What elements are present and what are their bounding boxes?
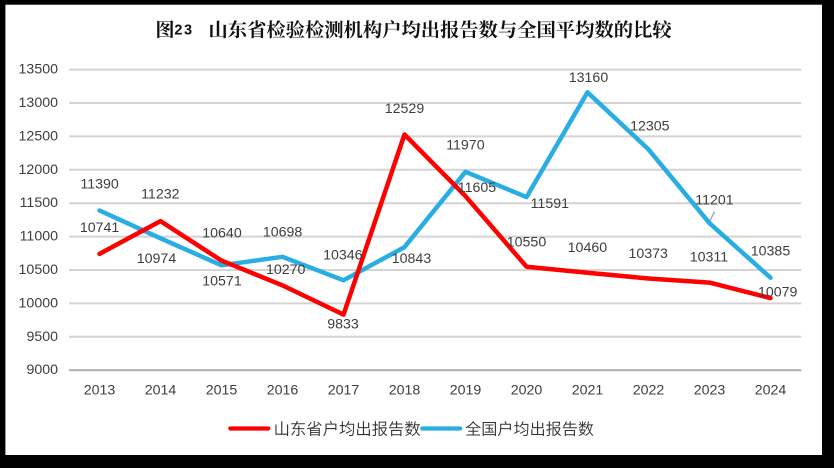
svg-text:23: 23 <box>174 23 193 39</box>
svg-text:9000: 9000 <box>26 362 58 378</box>
svg-text:10346: 10346 <box>323 247 363 263</box>
svg-text:10311: 10311 <box>690 250 729 266</box>
svg-text:10000: 10000 <box>19 295 59 311</box>
svg-text:10698: 10698 <box>263 225 303 241</box>
svg-text:10741: 10741 <box>80 220 120 236</box>
svg-text:2018: 2018 <box>389 383 421 399</box>
svg-text:13160: 13160 <box>569 70 609 86</box>
svg-text:10385: 10385 <box>751 243 791 259</box>
svg-text:2024: 2024 <box>755 383 787 399</box>
svg-text:10270: 10270 <box>266 262 306 278</box>
svg-text:12305: 12305 <box>630 118 670 134</box>
svg-text:13500: 13500 <box>19 62 59 78</box>
svg-text:10974: 10974 <box>137 251 177 267</box>
svg-text:2021: 2021 <box>572 383 604 399</box>
svg-text:11500: 11500 <box>20 195 59 211</box>
svg-text:2022: 2022 <box>633 383 665 399</box>
svg-text:2023: 2023 <box>694 383 726 399</box>
svg-text:9833: 9833 <box>327 317 359 333</box>
svg-text:11000: 11000 <box>20 229 59 245</box>
svg-text:2019: 2019 <box>450 383 482 399</box>
svg-text:10550: 10550 <box>507 234 547 250</box>
svg-text:2020: 2020 <box>511 383 543 399</box>
svg-text:13000: 13000 <box>19 95 59 111</box>
svg-text:10640: 10640 <box>202 226 242 242</box>
svg-text:11201: 11201 <box>695 193 734 209</box>
svg-text:2015: 2015 <box>206 383 238 399</box>
svg-text:10500: 10500 <box>19 262 59 278</box>
svg-text:10373: 10373 <box>628 246 668 262</box>
svg-text:11591: 11591 <box>531 196 570 212</box>
svg-text:2013: 2013 <box>84 383 116 399</box>
svg-text:10843: 10843 <box>392 251 432 267</box>
svg-text:12500: 12500 <box>19 128 59 144</box>
svg-text:2016: 2016 <box>267 383 299 399</box>
svg-text:2014: 2014 <box>145 383 177 399</box>
svg-text:10079: 10079 <box>758 285 798 301</box>
svg-text:11605: 11605 <box>458 180 497 196</box>
svg-text:11970: 11970 <box>446 138 485 154</box>
svg-text:10460: 10460 <box>568 240 608 256</box>
svg-text:11390: 11390 <box>80 176 119 192</box>
svg-text:12000: 12000 <box>19 162 59 178</box>
svg-text:2017: 2017 <box>328 383 360 399</box>
svg-text:12529: 12529 <box>385 101 425 117</box>
svg-text:9500: 9500 <box>26 329 58 345</box>
svg-text:11232: 11232 <box>141 187 180 203</box>
svg-text:10571: 10571 <box>202 273 242 289</box>
